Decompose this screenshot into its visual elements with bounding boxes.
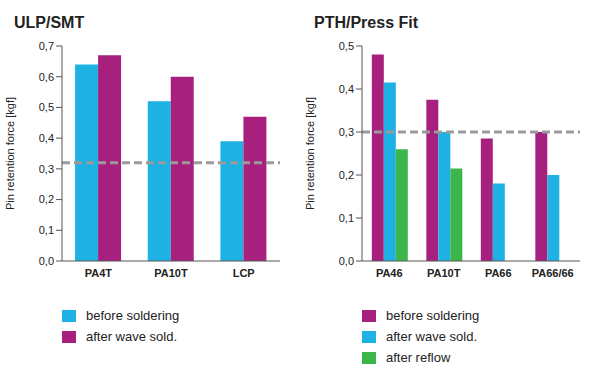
svg-text:0,0: 0,0: [339, 255, 354, 267]
svg-text:0,6: 0,6: [39, 71, 54, 83]
svg-text:0,2: 0,2: [339, 169, 354, 181]
svg-text:LCP: LCP: [233, 267, 255, 279]
svg-text:PA10T: PA10T: [427, 267, 461, 279]
svg-text:0,1: 0,1: [339, 212, 354, 224]
html-text:after wave sold.: after wave sold.: [386, 329, 477, 344]
svg-text:0,3: 0,3: [339, 126, 354, 138]
html-text:after wave sold.: after wave sold.: [86, 329, 177, 344]
html-text:PTH/Press Fit: PTH/Press Fit: [314, 14, 418, 31]
svg-text:PA10T: PA10T: [154, 267, 188, 279]
html-text:after reflow: after reflow: [386, 350, 451, 365]
svg-text:0,2: 0,2: [39, 193, 54, 205]
html-text:before soldering: before soldering: [386, 308, 480, 323]
svg-text:PA66/66: PA66/66: [532, 267, 574, 279]
svg-text:0,1: 0,1: [39, 224, 54, 236]
svg-text:PA66: PA66: [485, 267, 512, 279]
svg-text:0,4: 0,4: [339, 83, 354, 95]
svg-text:PA4T: PA4T: [85, 267, 113, 279]
svg-text:0,0: 0,0: [39, 255, 54, 267]
html-text:before soldering: before soldering: [86, 308, 180, 323]
svg-text:0,5: 0,5: [39, 101, 54, 113]
svg-text:0,5: 0,5: [339, 40, 354, 52]
svg-text:0,3: 0,3: [39, 163, 54, 175]
html-text:ULP/SMT: ULP/SMT: [14, 14, 85, 31]
svg-text:0,4: 0,4: [39, 132, 54, 144]
svg-text:PA46: PA46: [376, 267, 403, 279]
svg-text:0,7: 0,7: [39, 40, 54, 52]
svg-text:Pin retention force [kgf]: Pin retention force [kgf]: [8, 97, 16, 210]
svg-text:Pin retention force [kgf]: Pin retention force [kgf]: [304, 97, 316, 210]
